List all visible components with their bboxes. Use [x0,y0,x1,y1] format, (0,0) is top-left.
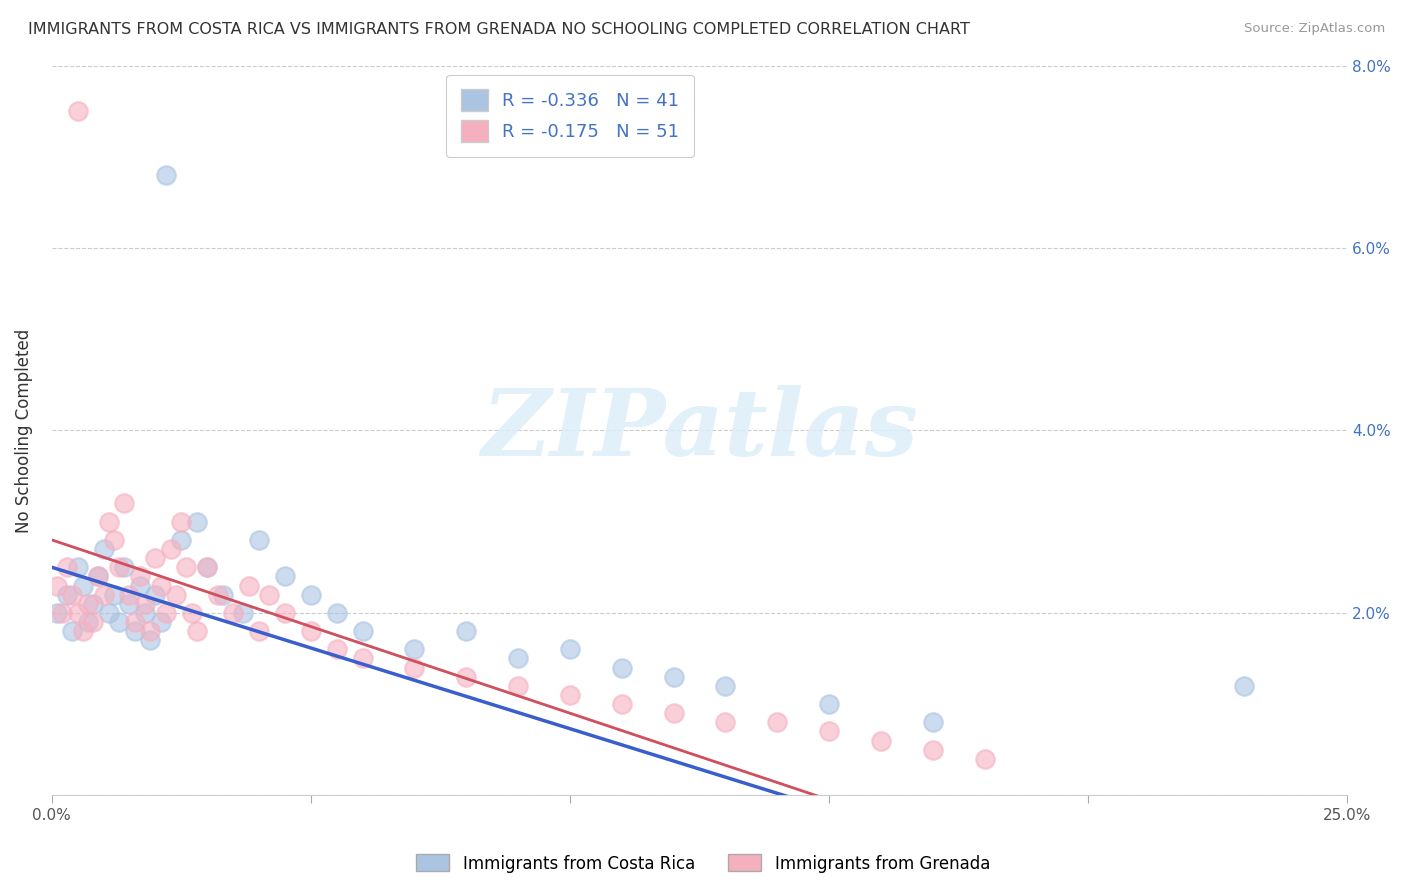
Point [118,588,141,602]
Point [404,642,426,657]
Point [207,588,229,602]
Point [180,606,202,620]
Point [87,569,110,583]
Point [259,588,281,602]
Point [97,606,120,620]
Point [508,679,530,693]
Point [82,597,104,611]
Point [155,168,177,182]
Point [870,733,893,747]
Point [77,597,100,611]
Point [352,624,374,639]
Point [170,533,193,547]
Point [232,606,254,620]
Point [66,606,89,620]
Point [238,578,260,592]
Point [45,606,67,620]
Point [170,515,193,529]
Point [128,569,150,583]
Point [62,624,84,639]
Point [299,624,322,639]
Point [134,606,156,620]
Point [56,560,79,574]
Point [56,588,79,602]
Point [87,569,110,583]
Point [186,624,208,639]
Point [973,752,995,766]
Point [662,670,685,684]
Point [176,560,198,574]
Point [82,615,104,629]
Text: ZIPatlas: ZIPatlas [481,385,918,475]
Point [97,515,120,529]
Point [139,624,162,639]
Point [149,578,172,592]
Point [145,588,167,602]
Point [610,660,633,674]
Point [921,715,943,730]
Point [124,615,146,629]
Point [818,724,841,739]
Point [108,560,131,574]
Point [352,651,374,665]
Point [51,606,73,620]
Point [160,541,183,556]
Point [1233,679,1256,693]
Point [921,742,943,756]
Point [93,541,115,556]
Point [456,624,478,639]
Point [326,606,349,620]
Point [714,715,737,730]
Point [165,588,187,602]
Point [112,560,135,574]
Legend: R = -0.336   N = 41, R = -0.175   N = 51: R = -0.336 N = 41, R = -0.175 N = 51 [446,75,693,157]
Point [766,715,789,730]
Point [45,578,67,592]
Point [558,642,581,657]
Point [72,578,94,592]
Point [124,624,146,639]
Point [195,560,218,574]
Point [149,615,172,629]
Point [134,597,156,611]
Point [155,606,177,620]
Point [508,651,530,665]
Point [662,706,685,721]
Point [103,588,125,602]
Point [145,551,167,566]
Point [118,597,141,611]
Point [456,670,478,684]
Point [404,660,426,674]
Point [77,615,100,629]
Point [818,697,841,711]
Point [558,688,581,702]
Point [108,615,131,629]
Point [610,697,633,711]
Point [66,104,89,119]
Point [66,560,89,574]
Point [103,533,125,547]
Point [222,606,245,620]
Point [62,588,84,602]
Point [139,633,162,648]
Point [93,588,115,602]
Point [274,606,297,620]
Text: IMMIGRANTS FROM COSTA RICA VS IMMIGRANTS FROM GRENADA NO SCHOOLING COMPLETED COR: IMMIGRANTS FROM COSTA RICA VS IMMIGRANTS… [28,22,970,37]
Text: Source: ZipAtlas.com: Source: ZipAtlas.com [1244,22,1385,36]
Point [247,624,270,639]
Point [211,588,233,602]
Y-axis label: No Schooling Completed: No Schooling Completed [15,328,32,533]
Point [186,515,208,529]
Point [72,624,94,639]
Legend: Immigrants from Costa Rica, Immigrants from Grenada: Immigrants from Costa Rica, Immigrants f… [409,847,997,880]
Point [247,533,270,547]
Point [274,569,297,583]
Point [128,578,150,592]
Point [299,588,322,602]
Point [714,679,737,693]
Point [112,496,135,510]
Point [326,642,349,657]
Point [195,560,218,574]
